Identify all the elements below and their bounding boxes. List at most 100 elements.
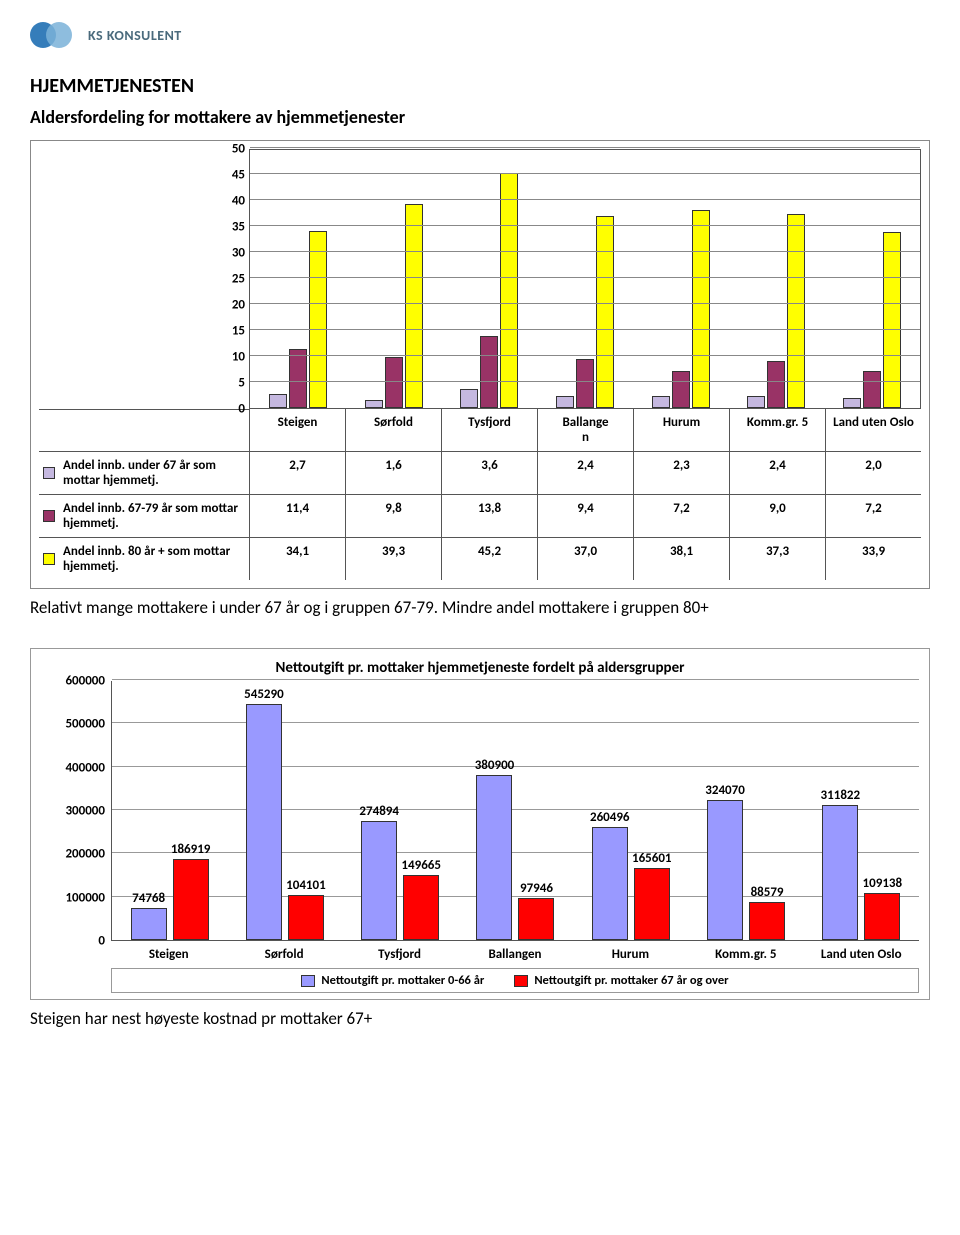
bar-group: [537, 150, 633, 408]
data-cell: 9,4: [537, 494, 633, 537]
note-2: Steigen har nest høyeste kostnad pr mott…: [30, 1008, 930, 1029]
y-tick: 200000: [65, 847, 105, 862]
chart-nettoutgift: Nettoutgift pr. mottaker hjemmetjeneste …: [30, 648, 930, 1000]
x-label: Steigen: [111, 941, 226, 962]
data-cell: 3,6: [441, 451, 537, 494]
y-tick: 45: [232, 168, 245, 183]
data-cell: 7,2: [633, 494, 729, 537]
brand-name: KS KONSULENT: [88, 27, 182, 44]
bar: [480, 336, 498, 408]
brand-logo: KS KONSULENT: [30, 20, 930, 50]
bar: 260496: [592, 827, 628, 940]
bar: 104101: [288, 895, 324, 940]
bar-label: 97946: [520, 881, 553, 896]
data-cell: 2,4: [729, 451, 825, 494]
bar: [652, 396, 670, 408]
bar: 74768: [131, 908, 167, 940]
bar: [289, 349, 307, 408]
bar-label: 380900: [475, 758, 515, 773]
x-label: Ballangen: [457, 941, 572, 962]
note-1: Relativt mange mottakere i under 67 år o…: [30, 597, 930, 618]
y-tick: 0: [238, 402, 245, 417]
legend-swatch: [514, 975, 528, 987]
data-cell: 2,4: [537, 451, 633, 494]
legend-label: Andel innb. 80 år + som mottar hjemmetj.: [63, 544, 230, 574]
bar-label: 104101: [286, 878, 326, 893]
category-header: Komm.gr. 5: [729, 409, 825, 451]
legend-swatch: [301, 975, 315, 987]
y-tick: 400000: [65, 760, 105, 775]
bar: 380900: [476, 775, 512, 940]
category-header: Ballange n: [537, 409, 633, 451]
bar: [556, 396, 574, 408]
data-cell: 2,0: [825, 451, 921, 494]
y-tick: 300000: [65, 804, 105, 819]
category-header: Hurum: [633, 409, 729, 451]
y-tick: 600000: [65, 674, 105, 689]
y-tick: 30: [232, 246, 245, 261]
data-cell: 9,0: [729, 494, 825, 537]
bar: [385, 357, 403, 408]
category-header: Sørfold: [345, 409, 441, 451]
y-tick: 40: [232, 194, 245, 209]
bar: 324070: [707, 800, 743, 940]
bar-group: 380900 97946: [458, 681, 573, 940]
legend-label: Nettoutgift pr. mottaker 0-66 år: [321, 973, 484, 988]
bar-group: 311822109138: [804, 681, 919, 940]
bar: [405, 204, 423, 408]
bar-label: 149665: [401, 858, 441, 873]
bar-label: 186919: [171, 842, 211, 857]
y-tick: 5: [238, 376, 245, 391]
bar: 274894: [361, 821, 397, 940]
data-cell: 1,6: [345, 451, 441, 494]
bar: 149665: [403, 875, 439, 940]
legend-swatch: [43, 510, 55, 522]
bar: [576, 359, 594, 408]
bar: [843, 398, 861, 408]
bar-label: 274894: [359, 804, 399, 819]
bar: [863, 371, 881, 408]
legend-label: Andel innb. 67-79 år som mottar hjemmetj…: [63, 501, 238, 531]
bar-group: [441, 150, 537, 408]
y-tick: 50: [232, 142, 245, 157]
data-cell: 39,3: [345, 537, 441, 580]
bar: 311822: [822, 805, 858, 940]
bar: 165601: [634, 868, 670, 940]
y-tick: 15: [232, 324, 245, 339]
chart2-title: Nettoutgift pr. mottaker hjemmetjeneste …: [41, 659, 919, 677]
logo-mark: [30, 20, 80, 50]
bar-label: 545290: [244, 687, 284, 702]
data-cell: 38,1: [633, 537, 729, 580]
data-cell: 37,0: [537, 537, 633, 580]
bar-label: 311822: [821, 788, 861, 803]
data-cell: 45,2: [441, 537, 537, 580]
bar: [596, 216, 614, 408]
y-tick: 25: [232, 272, 245, 287]
legend-swatch: [43, 553, 55, 565]
legend-item: Nettoutgift pr. mottaker 67 år og over: [514, 973, 728, 988]
subsection-title: Aldersfordeling for mottakere av hjemmet…: [30, 106, 930, 128]
bar: 186919: [173, 859, 209, 940]
legend-swatch: [43, 467, 55, 479]
data-cell: 37,3: [729, 537, 825, 580]
y-tick: 500000: [65, 717, 105, 732]
bar-group: 74768186919: [112, 681, 227, 940]
bar: [365, 400, 383, 408]
bar: [787, 214, 805, 408]
bar-group: [250, 150, 346, 408]
bar-label: 74768: [132, 891, 165, 906]
y-tick: 100000: [65, 890, 105, 905]
chart2-legend: Nettoutgift pr. mottaker 0-66 år Nettoutg…: [111, 968, 919, 993]
bar-group: 260496165601: [573, 681, 688, 940]
x-label: Komm.gr. 5: [688, 941, 803, 962]
bar-group: 274894149665: [343, 681, 458, 940]
bar: [269, 394, 287, 408]
bar-label: 260496: [590, 810, 630, 825]
bar-group: [824, 150, 920, 408]
legend-label: Andel innb. under 67 år som mottar hjemm…: [63, 458, 216, 488]
bar: [460, 389, 478, 408]
data-cell: 9,8: [345, 494, 441, 537]
data-cell: 13,8: [441, 494, 537, 537]
bar: 545290: [246, 704, 282, 940]
bar: 88579: [749, 902, 785, 940]
